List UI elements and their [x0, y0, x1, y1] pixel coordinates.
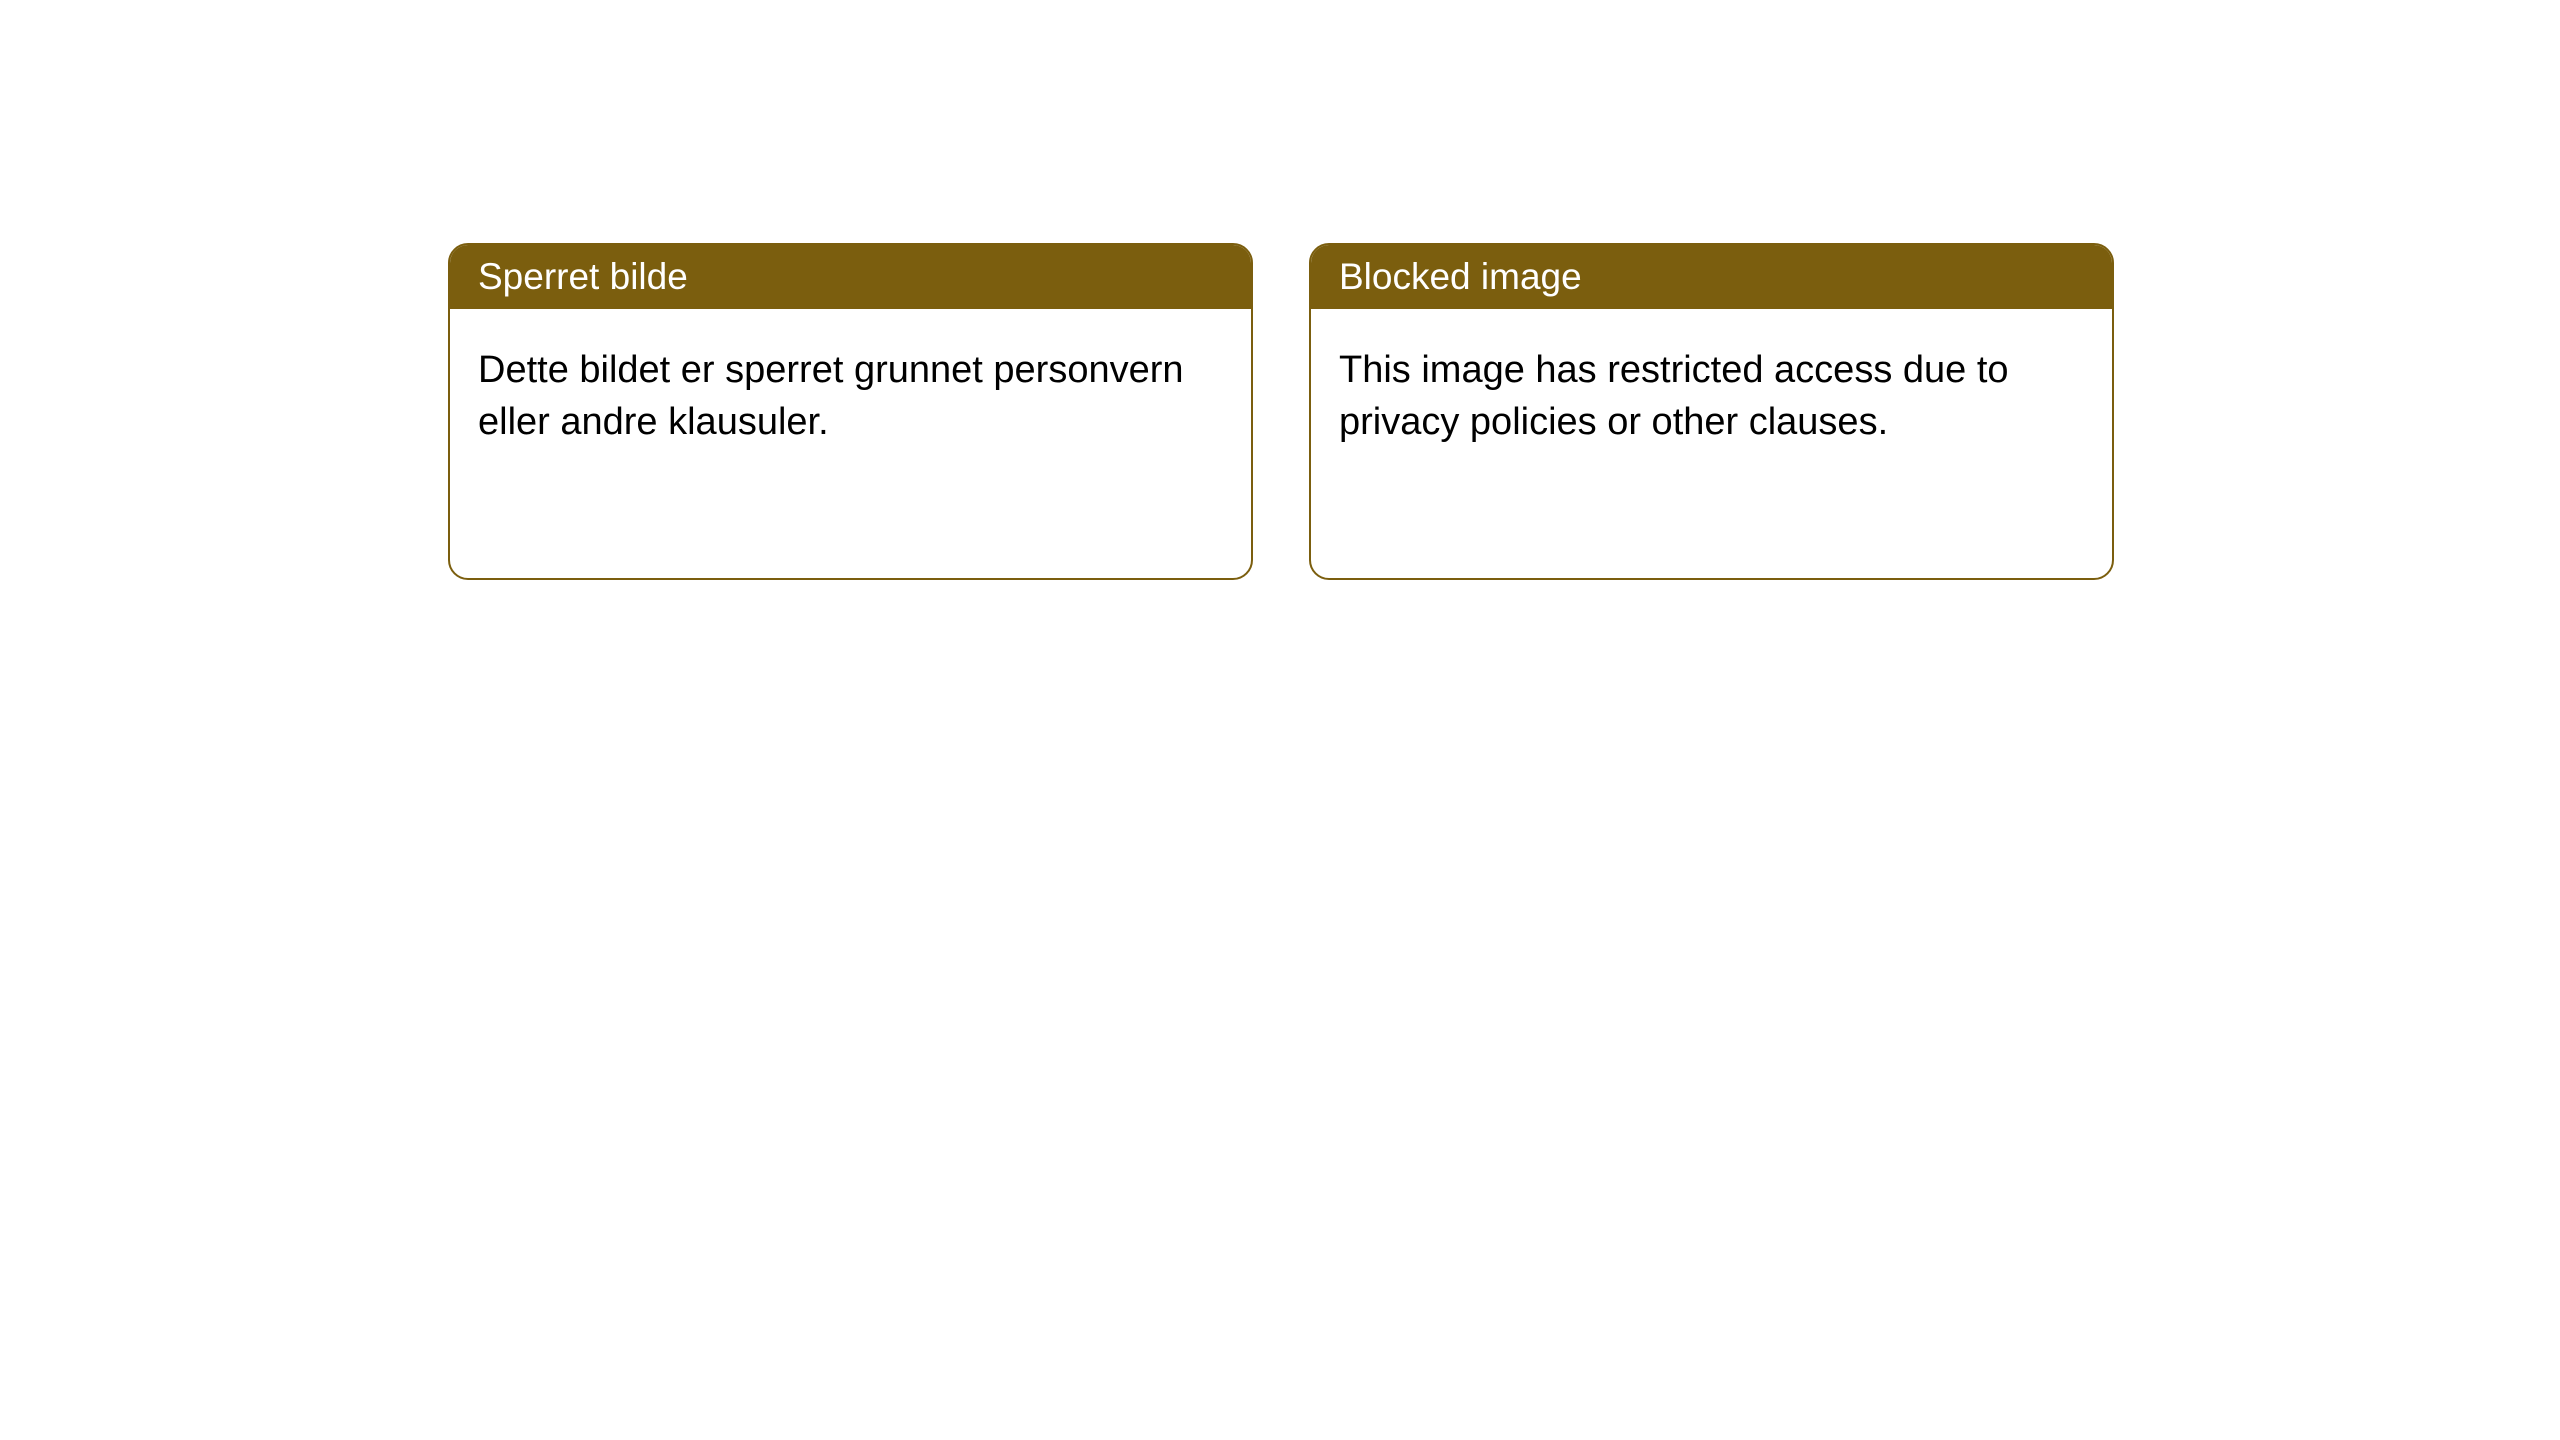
notice-body-en: This image has restricted access due to …: [1311, 309, 2112, 578]
notice-body-nb: Dette bildet er sperret grunnet personve…: [450, 309, 1251, 578]
notice-text-en: This image has restricted access due to …: [1339, 345, 2084, 448]
notice-title-nb: Sperret bilde: [450, 245, 1251, 309]
notice-container: Sperret bilde Dette bildet er sperret gr…: [448, 243, 2114, 580]
notice-card-nb: Sperret bilde Dette bildet er sperret gr…: [448, 243, 1253, 580]
notice-text-nb: Dette bildet er sperret grunnet personve…: [478, 345, 1223, 448]
notice-title-en: Blocked image: [1311, 245, 2112, 309]
notice-card-en: Blocked image This image has restricted …: [1309, 243, 2114, 580]
